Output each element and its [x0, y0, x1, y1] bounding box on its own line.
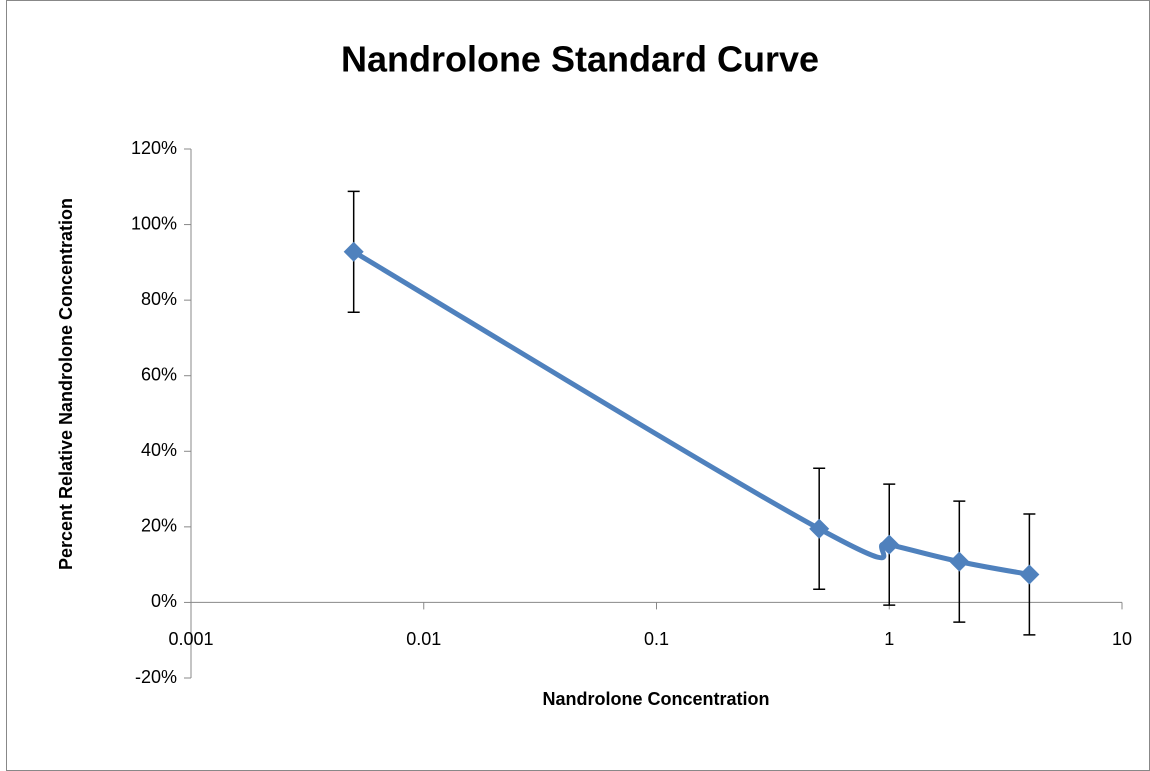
y-tick-label: 20% [141, 516, 177, 536]
x-tick-label: 0.01 [406, 629, 441, 649]
y-axis-label: Percent Relative Nandrolone Concentratio… [56, 198, 76, 570]
y-tick-label: 120% [131, 138, 177, 158]
marker [1019, 564, 1040, 585]
x-axis-label: Nandrolone Concentration [542, 689, 769, 709]
y-tick-label: 0% [151, 591, 177, 611]
marker [879, 534, 900, 555]
y-tick-label: 80% [141, 289, 177, 309]
x-tick-label: 0.1 [644, 629, 669, 649]
x-tick-label: 0.001 [168, 629, 213, 649]
marker [809, 518, 830, 539]
y-tick-label: 60% [141, 364, 177, 384]
chart-title: Nandrolone Standard Curve [341, 39, 819, 80]
y-tick-label: 100% [131, 213, 177, 233]
y-tick-label: -20% [135, 667, 177, 687]
marker [343, 241, 364, 262]
x-tick-label: 1 [884, 629, 894, 649]
marker [949, 551, 970, 572]
x-tick-label: 10 [1112, 629, 1132, 649]
y-tick-label: 40% [141, 440, 177, 460]
